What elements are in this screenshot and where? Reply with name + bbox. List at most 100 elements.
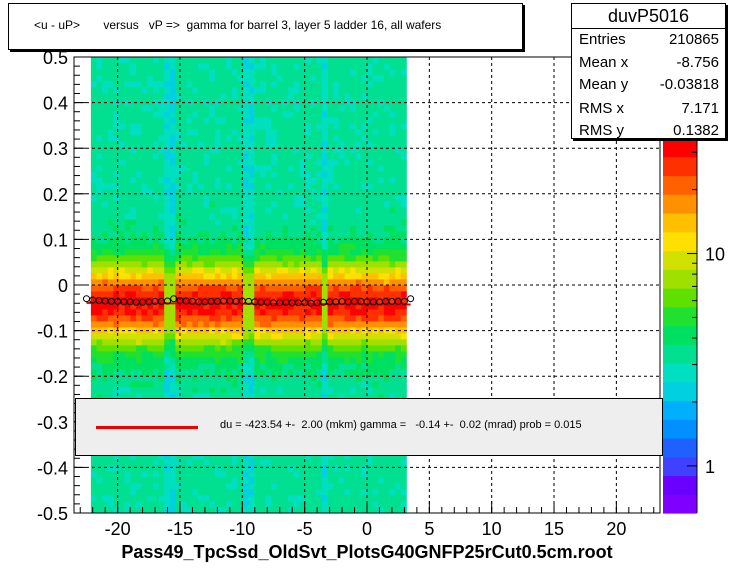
heatmap-cell [175, 123, 182, 130]
heatmap-cell [389, 477, 396, 484]
heatmap-cell [350, 315, 357, 322]
heatmap-cell [220, 273, 227, 280]
heatmap-cell [107, 87, 114, 94]
heatmap-cell [158, 351, 165, 358]
heatmap-cell [265, 87, 272, 94]
heatmap-cell [209, 165, 216, 172]
heatmap-cell [113, 363, 120, 370]
heatmap-cell [316, 177, 323, 184]
heatmap-cell [288, 69, 295, 76]
heatmap-cell [203, 57, 210, 64]
heatmap-cell [265, 69, 272, 76]
heatmap-cell [136, 381, 142, 388]
heatmap-cell [310, 285, 317, 292]
heatmap-cell [310, 255, 317, 262]
heatmap-cell [130, 459, 137, 466]
heatmap-cell [181, 339, 188, 346]
heatmap-cell [237, 465, 244, 472]
heatmap-cell [282, 273, 289, 280]
heatmap-cell [124, 195, 131, 202]
heatmap-cell [169, 333, 176, 340]
heatmap-cell [164, 249, 171, 256]
heatmap-cell [90, 255, 97, 262]
heatmap-cell [383, 459, 390, 466]
heatmap-cell [305, 339, 311, 346]
heatmap-cell [130, 171, 137, 178]
heatmap-cell [124, 507, 131, 514]
heatmap-cell [169, 279, 176, 286]
heatmap-cell [169, 465, 176, 472]
heatmap-cell [271, 93, 278, 100]
heatmap-cell [214, 105, 221, 112]
heatmap-cell [119, 129, 126, 136]
heatmap-cell [372, 147, 379, 154]
heatmap-cell [107, 219, 114, 226]
heatmap-cell [181, 207, 188, 214]
heatmap-cell [107, 201, 114, 208]
heatmap-cell [119, 141, 126, 148]
heatmap-cell [113, 123, 120, 130]
heatmap-cell [367, 135, 373, 142]
heatmap-cell [338, 237, 345, 244]
heatmap-cell [305, 303, 311, 310]
heatmap-cell [102, 495, 109, 502]
heatmap-cell [333, 327, 340, 334]
heatmap-cell [282, 285, 289, 292]
heatmap-cell [350, 321, 357, 328]
heatmap-cell [248, 393, 255, 400]
heatmap-cell [243, 459, 249, 466]
heatmap-cell [361, 225, 368, 232]
heatmap-cell [226, 93, 233, 100]
heatmap-cell [198, 273, 204, 280]
heatmap-cell [333, 381, 340, 388]
heatmap-cell [175, 339, 182, 346]
heatmap-cell [243, 351, 249, 358]
stats-value: 7.171 [681, 100, 719, 117]
heatmap-cell [316, 189, 323, 196]
heatmap-cell [130, 207, 137, 214]
heatmap-cell [321, 63, 328, 70]
heatmap-cell [276, 375, 283, 382]
heatmap-cell [130, 195, 137, 202]
heatmap-cell [310, 213, 317, 220]
heatmap-cell [113, 279, 120, 286]
heatmap-cell [186, 315, 193, 322]
heatmap-cell [288, 267, 295, 274]
heatmap-cell [372, 279, 379, 286]
heatmap-cell [299, 87, 306, 94]
stats-row-rms-y: RMS y 0.1382 [579, 122, 719, 144]
heatmap-cell [90, 129, 97, 136]
heatmap-cell [209, 363, 216, 370]
heatmap-cell [220, 189, 227, 196]
heatmap-cell [400, 483, 407, 490]
profile-point [407, 295, 415, 303]
heatmap-cell [327, 57, 334, 64]
heatmap-cell [141, 261, 148, 268]
heatmap-cell [333, 453, 340, 460]
heatmap-cell [243, 237, 249, 244]
heatmap-cell [383, 87, 390, 94]
heatmap-cell [316, 285, 323, 292]
heatmap-cell [395, 321, 402, 328]
heatmap-cell [158, 477, 165, 484]
heatmap-cell [220, 489, 227, 496]
heatmap-cell [350, 165, 357, 172]
heatmap-cell [327, 225, 334, 232]
heatmap-cell [192, 489, 199, 496]
heatmap-cell [130, 453, 137, 460]
heatmap-cell [271, 129, 278, 136]
heatmap-cell [338, 315, 345, 322]
heatmap-cell [344, 507, 351, 514]
heatmap-cell [141, 255, 148, 262]
heatmap-cell [259, 279, 266, 286]
heatmap-cell [344, 315, 351, 322]
heatmap-cell [214, 147, 221, 154]
heatmap-cell [169, 231, 176, 238]
heatmap-cell [164, 477, 171, 484]
heatmap-cell [254, 381, 261, 388]
heatmap-cell [198, 321, 204, 328]
heatmap-cell [124, 123, 131, 130]
heatmap-cell [96, 219, 103, 226]
heatmap-cell [130, 117, 137, 124]
heatmap-cell [259, 345, 266, 352]
